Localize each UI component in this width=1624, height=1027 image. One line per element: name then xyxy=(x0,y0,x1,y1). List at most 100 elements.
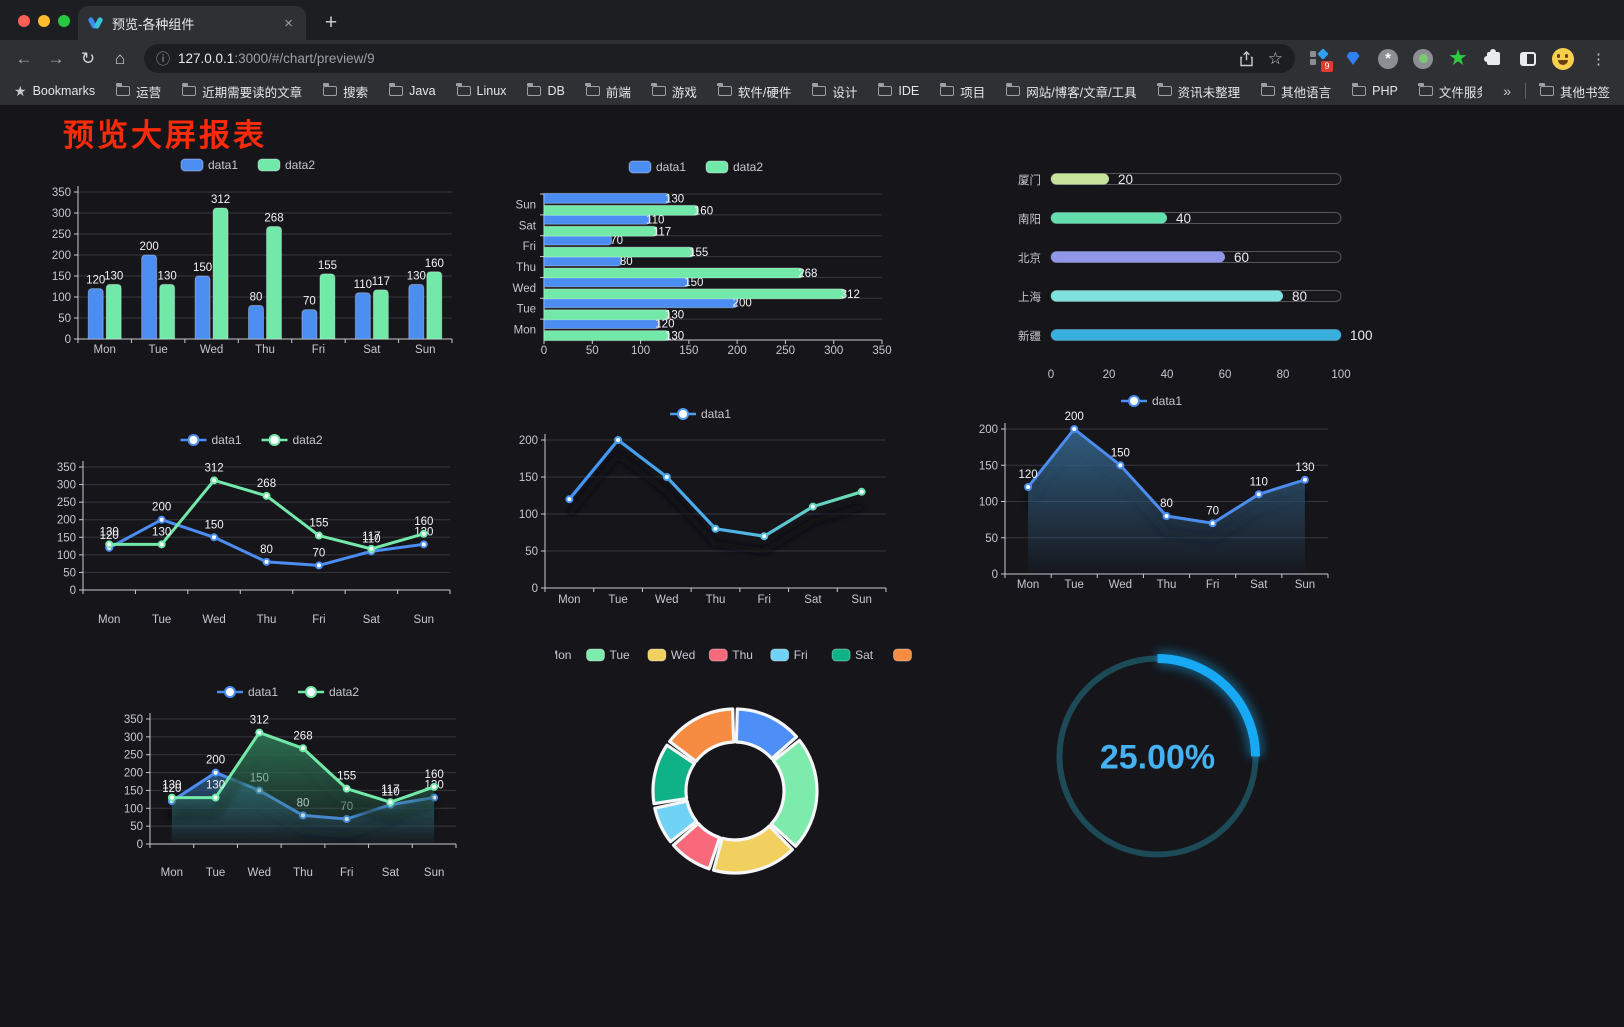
svg-text:Wed: Wed xyxy=(202,614,225,626)
bookmark-item[interactable]: 前端 xyxy=(585,82,631,101)
svg-text:Sat: Sat xyxy=(363,614,381,626)
svg-text:Thu: Thu xyxy=(1157,579,1177,591)
folder-icon xyxy=(651,83,666,96)
star-extension-icon[interactable]: ★ xyxy=(1449,48,1467,69)
asterisk-extension-icon[interactable]: * xyxy=(1377,48,1399,70)
proxy-extension-icon[interactable] xyxy=(1412,48,1434,70)
svg-text:Fri: Fri xyxy=(312,614,325,626)
bookmark-item[interactable]: 运营 xyxy=(116,82,161,101)
bookmark-item[interactable]: PHP xyxy=(1351,83,1398,98)
bookmark-label: 设计 xyxy=(832,85,858,100)
svg-text:Thu: Thu xyxy=(255,344,275,356)
close-window-button[interactable] xyxy=(18,15,30,27)
share-icon[interactable] xyxy=(1239,50,1254,67)
bookmark-item[interactable]: 近期需要读的文章 xyxy=(181,82,302,101)
sidebar-toggle-icon[interactable] xyxy=(1517,48,1539,70)
legend-item[interactable]: data1 xyxy=(180,158,238,172)
bookmarks-manager[interactable]: ★ Bookmarks xyxy=(14,83,95,100)
legend-item[interactable]: data1 xyxy=(628,160,686,174)
pie-slice[interactable] xyxy=(671,821,722,871)
bookmark-item[interactable]: Java xyxy=(388,83,436,98)
bookmark-item[interactable]: 项目 xyxy=(939,82,985,101)
bookmark-label: 运营 xyxy=(136,85,162,100)
pie-slice[interactable] xyxy=(653,799,699,844)
other-bookmarks-folder[interactable]: 其他书签 xyxy=(1539,82,1610,101)
svg-text:200: 200 xyxy=(124,768,143,780)
bookmark-item[interactable]: 其他语言 xyxy=(1260,82,1331,101)
bookmark-item[interactable]: 资讯未整理 xyxy=(1157,82,1240,101)
minimize-window-button[interactable] xyxy=(38,15,50,27)
legend-item[interactable]: data2 xyxy=(298,685,359,699)
grid-extension-icon[interactable]: 9 xyxy=(1309,47,1333,72)
bookmark-item[interactable]: 软件/硬件 xyxy=(717,82,792,101)
bookmark-item[interactable]: IDE xyxy=(877,83,919,98)
legend-item[interactable]: data1 xyxy=(217,685,278,699)
legend-item[interactable]: data2 xyxy=(705,160,763,174)
legend-item[interactable]: data1 xyxy=(180,433,242,447)
legend-item[interactable]: data1 xyxy=(670,407,731,421)
pie-slice[interactable] xyxy=(668,707,736,763)
back-icon[interactable]: ← xyxy=(15,48,33,68)
pie-slice[interactable] xyxy=(711,824,795,875)
bookmarks-overflow-icon[interactable]: » xyxy=(1503,83,1511,99)
bookmark-item[interactable]: DB xyxy=(526,83,565,98)
home-icon[interactable]: ⌂ xyxy=(114,48,126,68)
bookmark-item[interactable]: 网站/博客/文章/工具 xyxy=(1005,82,1137,101)
svg-text:120: 120 xyxy=(100,530,119,542)
legend-item[interactable]: Thu xyxy=(708,648,753,662)
bookmark-star-icon[interactable]: ☆ xyxy=(1267,48,1283,68)
bookmark-label: 软件/硬件 xyxy=(737,85,792,100)
legend-item[interactable]: Mon xyxy=(524,648,571,662)
legend-item[interactable]: data1 xyxy=(1121,394,1182,408)
svg-text:300: 300 xyxy=(52,208,71,220)
svg-text:80: 80 xyxy=(1292,289,1307,304)
chart-bar-svg: 0 50 100 150 200 250 300 350 Mon Tue Wed Thu Fri Sat S… xyxy=(52,158,453,356)
svg-text:70: 70 xyxy=(610,235,623,247)
chart-gauge: 25.00% xyxy=(1040,639,1275,874)
tab-close-icon[interactable]: × xyxy=(284,14,293,32)
svg-text:130: 130 xyxy=(1295,462,1314,474)
svg-text:Sun: Sun xyxy=(516,199,536,211)
bookmark-item[interactable]: 搜索 xyxy=(322,82,368,101)
bookmark-item[interactable]: 设计 xyxy=(811,82,858,101)
gem-extension-icon[interactable] xyxy=(1342,48,1364,70)
pie-slice[interactable] xyxy=(651,743,696,806)
legend-item[interactable]: data2 xyxy=(261,433,323,447)
bookmark-folder-list: 运营 近期需要读的文章 搜索 Java Linux DB 前端 游戏 软件/硬件 设计 IDE 项目 网… xyxy=(116,82,1482,101)
site-info-icon[interactable]: ⓘ xyxy=(156,50,170,67)
bookmark-item[interactable]: 游戏 xyxy=(651,82,697,101)
legend-item[interactable]: Fri xyxy=(770,648,808,662)
legend-item[interactable]: Sat xyxy=(831,648,874,662)
bookmark-item[interactable]: Linux xyxy=(456,83,506,98)
svg-text:110: 110 xyxy=(354,279,372,291)
svg-text:0: 0 xyxy=(992,569,998,581)
extensions-puzzle-icon[interactable] xyxy=(1482,48,1504,70)
legend-item[interactable]: data2 xyxy=(257,158,315,172)
svg-text:200: 200 xyxy=(140,241,159,253)
browser-menu-icon[interactable]: ⋮ xyxy=(1591,50,1606,68)
svg-text:110: 110 xyxy=(381,787,399,799)
reload-icon[interactable]: ↻ xyxy=(80,48,96,68)
svg-text:312: 312 xyxy=(204,462,223,474)
forward-icon[interactable]: → xyxy=(47,48,65,68)
svg-text:Sat: Sat xyxy=(804,594,822,606)
tab-title: 预览-各种组件 xyxy=(112,16,195,32)
pie-slice[interactable] xyxy=(734,707,799,761)
svg-text:Sat: Sat xyxy=(519,220,537,232)
legend-item[interactable]: Tue xyxy=(586,648,631,662)
chart-donut-svg: Mon Tue Wed Thu Fri Sat Sun xyxy=(524,648,938,875)
legend-item[interactable]: Wed xyxy=(647,648,695,662)
folder-icon xyxy=(456,83,471,96)
svg-text:120: 120 xyxy=(655,319,674,331)
zoom-window-button[interactable] xyxy=(58,15,70,27)
new-tab-button[interactable]: + xyxy=(324,11,338,34)
profile-avatar[interactable] xyxy=(1552,47,1574,70)
address-bar[interactable]: ⓘ 127.0.0.1:3000/#/chart/preview/9 ☆ xyxy=(144,44,1295,73)
pie-slice[interactable] xyxy=(769,738,819,848)
legend-item[interactable]: Sun xyxy=(893,648,938,662)
svg-text:新疆: 新疆 xyxy=(1018,329,1041,343)
bookmark-item[interactable]: 文件服务器 xyxy=(1418,82,1482,101)
browser-tab[interactable]: 预览-各种组件 × xyxy=(78,6,306,40)
bookmark-label: DB xyxy=(547,84,565,98)
